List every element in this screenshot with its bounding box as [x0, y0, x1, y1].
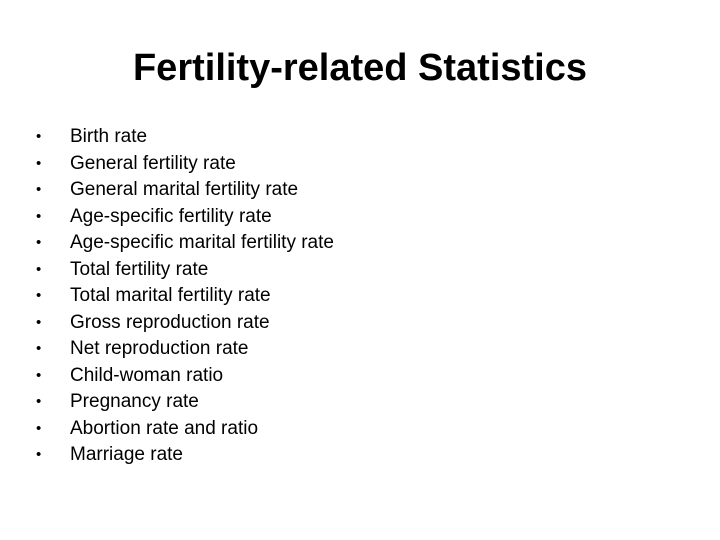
bullet-text: Gross reproduction rate [70, 311, 270, 333]
bullet-item: • Net reproduction rate [36, 336, 676, 363]
bullet-text: General marital fertility rate [70, 179, 299, 200]
bullet-text: Age-specific marital fertility rate [70, 232, 334, 253]
bullet-text: Birth rate [70, 126, 148, 147]
bullet-text: Abortion rate and ratio [70, 417, 259, 439]
bullet-dot-icon: • [36, 207, 42, 225]
bullet-dot-icon: • [36, 313, 42, 331]
bullet-dot-icon: • [36, 419, 42, 437]
bullet-text: Total fertility rate [70, 258, 209, 280]
bullet-item: • Total fertility rate [36, 257, 676, 284]
bullet-dot-icon: • [36, 260, 42, 278]
bullet-item: • Pregnancy rate [36, 389, 676, 416]
bullet-list: • Birth rate • General fertility rate • … [36, 124, 676, 469]
bullet-dot-icon: • [36, 366, 42, 384]
bullet-text: Child-woman ratio [70, 364, 224, 386]
bullet-item: • Age-specific fertility rate [36, 204, 676, 231]
bullet-dot-icon: • [36, 154, 42, 172]
bullet-dot-icon: • [36, 446, 42, 463]
bullet-item: • Age-specific marital fertility rate [36, 230, 676, 257]
bullet-dot-icon: • [36, 181, 42, 198]
bullet-dot-icon: • [36, 287, 42, 304]
bullet-text: General fertility rate [70, 152, 236, 174]
bullet-text: Age-specific fertility rate [70, 205, 272, 227]
bullet-item: • General fertility rate [36, 151, 676, 178]
bullet-dot-icon: • [36, 340, 42, 357]
bullet-text: Marriage rate [70, 444, 183, 465]
bullet-item: • Child-woman ratio [36, 363, 676, 390]
bullet-dot-icon: • [36, 128, 42, 145]
bullet-text: Total marital fertility rate [70, 285, 271, 306]
bullet-item: • Birth rate [36, 124, 676, 151]
bullet-text: Net reproduction rate [70, 338, 249, 359]
bullet-dot-icon: • [36, 393, 42, 410]
bullet-item: • Abortion rate and ratio [36, 416, 676, 443]
bullet-item: • Gross reproduction rate [36, 310, 676, 337]
slide-title: Fertility-related Statistics [132, 47, 588, 89]
bullet-dot-icon: • [36, 234, 42, 251]
bullet-item: • General marital fertility rate [36, 177, 676, 204]
bullet-item: • Total marital fertility rate [36, 283, 676, 310]
bullet-item: • Marriage rate [36, 442, 676, 469]
bullet-text: Pregnancy rate [70, 391, 199, 412]
